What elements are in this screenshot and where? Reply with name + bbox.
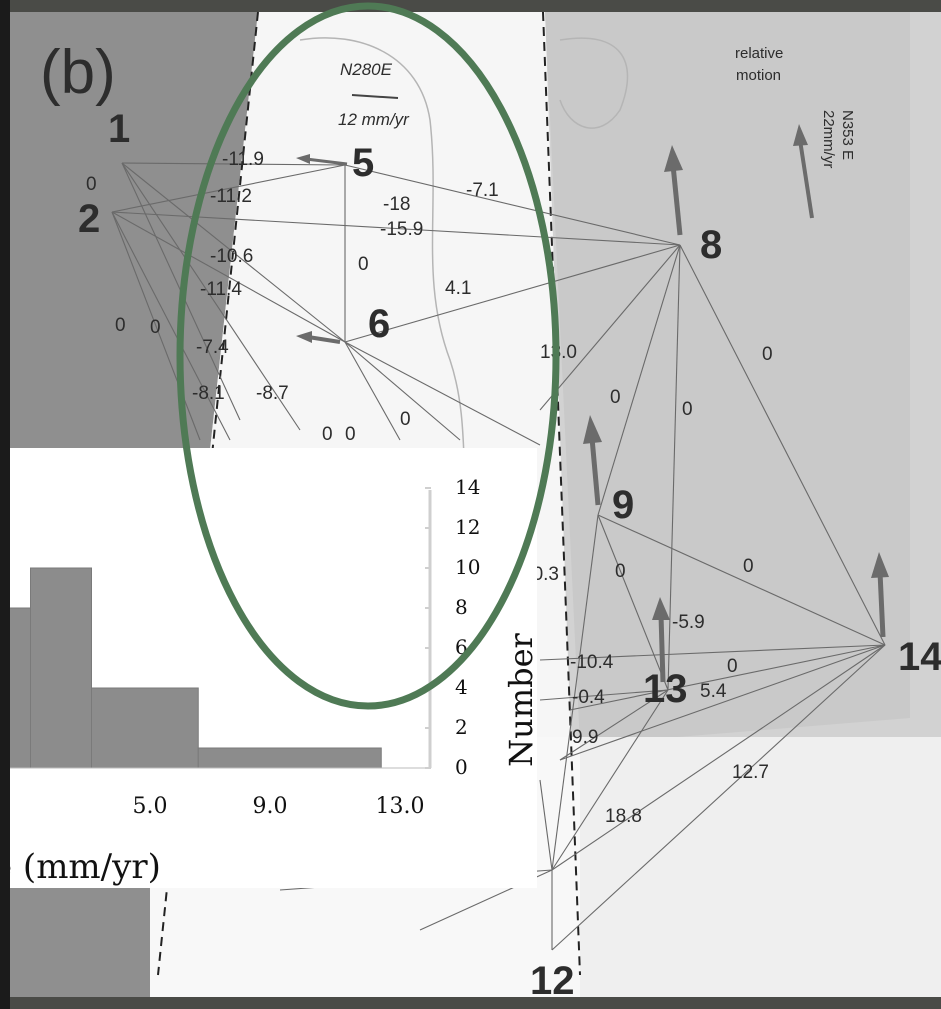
histogram-bars — [0, 567, 382, 769]
y-tick-label: 12 — [455, 515, 480, 539]
rate-label-zero: 0 — [322, 424, 333, 445]
rate-label: -11.4 — [200, 279, 242, 300]
relative-motion-title: relative — [735, 45, 783, 62]
rate-label-zero: 0 — [615, 561, 626, 582]
rate-label: -7.1 — [466, 180, 499, 201]
x-tick-label: 5.0 — [133, 794, 168, 819]
station-label: 12 — [530, 959, 575, 1003]
station-label: 5 — [352, 141, 374, 185]
rate-label: -0.4 — [572, 687, 605, 708]
relative-motion-rate: 22mm/yr — [820, 110, 837, 168]
y-tick-label: 14 — [455, 475, 480, 499]
velocity-arrows — [296, 124, 889, 683]
rate-label: -10.4 — [570, 652, 614, 673]
rate-label: -8.1 — [192, 383, 225, 404]
y-tick-label: 8 — [455, 595, 468, 619]
histogram-bar — [197, 747, 382, 769]
rate-label: -10.6 — [210, 246, 253, 267]
coastline-curve — [559, 37, 629, 129]
left-frame-border — [0, 0, 10, 1009]
rate-label: 18.8 — [605, 806, 642, 827]
y-tick-label: 0 — [455, 755, 468, 779]
histogram-bar — [91, 687, 199, 769]
station-label: 1 — [108, 107, 130, 151]
station-label: 2 — [78, 197, 100, 241]
rate-label: -7.4 — [196, 337, 229, 358]
rate-label-zero: 0 — [610, 387, 621, 408]
rate-label-zero: 0 — [115, 315, 126, 336]
histogram-inset: 0 2 4 6 8 10 12 14 0 5.0 9.0 13.0 Number e (mm/yr) — [0, 448, 537, 888]
histogram-chart: 0 2 4 6 8 10 12 14 0 5.0 9.0 13.0 Number e (mm/yr) — [0, 475, 537, 887]
rate-label: 5.4 — [700, 681, 727, 702]
y-tick-label: 10 — [455, 555, 480, 579]
rate-label-zero: 0 — [727, 656, 738, 677]
rate-label-zero: 0 — [86, 174, 97, 195]
x-tick-label: 13.0 — [376, 794, 425, 819]
histogram-bar — [30, 567, 92, 769]
y-tick-label: 4 — [455, 675, 468, 699]
rate-label-zero: 0 — [762, 344, 773, 365]
station-label: 14 — [898, 635, 941, 679]
station-label: 8 — [700, 223, 722, 267]
y-tick-label: 2 — [455, 715, 468, 739]
rate-label: -15.9 — [380, 219, 423, 240]
rate-label-zero: 0 — [400, 409, 411, 430]
rate-label: -5.9 — [672, 612, 705, 633]
rate-label-zero: 0 — [682, 399, 693, 420]
rate-label: -18 — [383, 194, 410, 215]
station-label: 6 — [368, 302, 390, 346]
panel-letter: (b) — [40, 38, 116, 107]
x-tick-label: 9.0 — [253, 794, 288, 819]
relative-motion-direction: N353 E — [839, 110, 856, 160]
rate-label-zero: 0 — [150, 317, 161, 338]
station-label: 13 — [643, 667, 688, 711]
y-axis-label: Number — [502, 632, 537, 766]
station-label: 9 — [612, 483, 634, 527]
rate-label: 9.9 — [572, 727, 598, 748]
rate-label-zero: 0 — [345, 424, 356, 445]
rate-label: 13.0 — [540, 342, 577, 363]
east-block-region — [545, 12, 910, 745]
rate-label: 4.1 — [445, 278, 471, 299]
x-axis-label: e (mm/yr) — [0, 847, 161, 887]
rate-label: -11.2 — [210, 186, 252, 207]
y-axis-ticks: 0 2 4 6 8 10 12 14 — [425, 475, 480, 779]
rate-label-zero: 0 — [743, 556, 754, 577]
rate-label-zero: 0 — [358, 254, 369, 275]
y-tick-label: 6 — [455, 635, 468, 659]
relative-motion-title: motion — [736, 67, 781, 84]
east-fault-boundary — [542, 11, 581, 976]
scale-direction-label: N280E — [340, 60, 393, 79]
x-axis-ticks: 05.09.013.0 — [0, 794, 424, 819]
bottom-frame-border — [0, 997, 941, 1009]
rate-label: -11.9 — [222, 149, 264, 170]
scale-rate-label: 12 mm/yr — [338, 110, 410, 129]
rate-label: 12.7 — [732, 762, 769, 783]
rate-label: -8.7 — [256, 383, 289, 404]
